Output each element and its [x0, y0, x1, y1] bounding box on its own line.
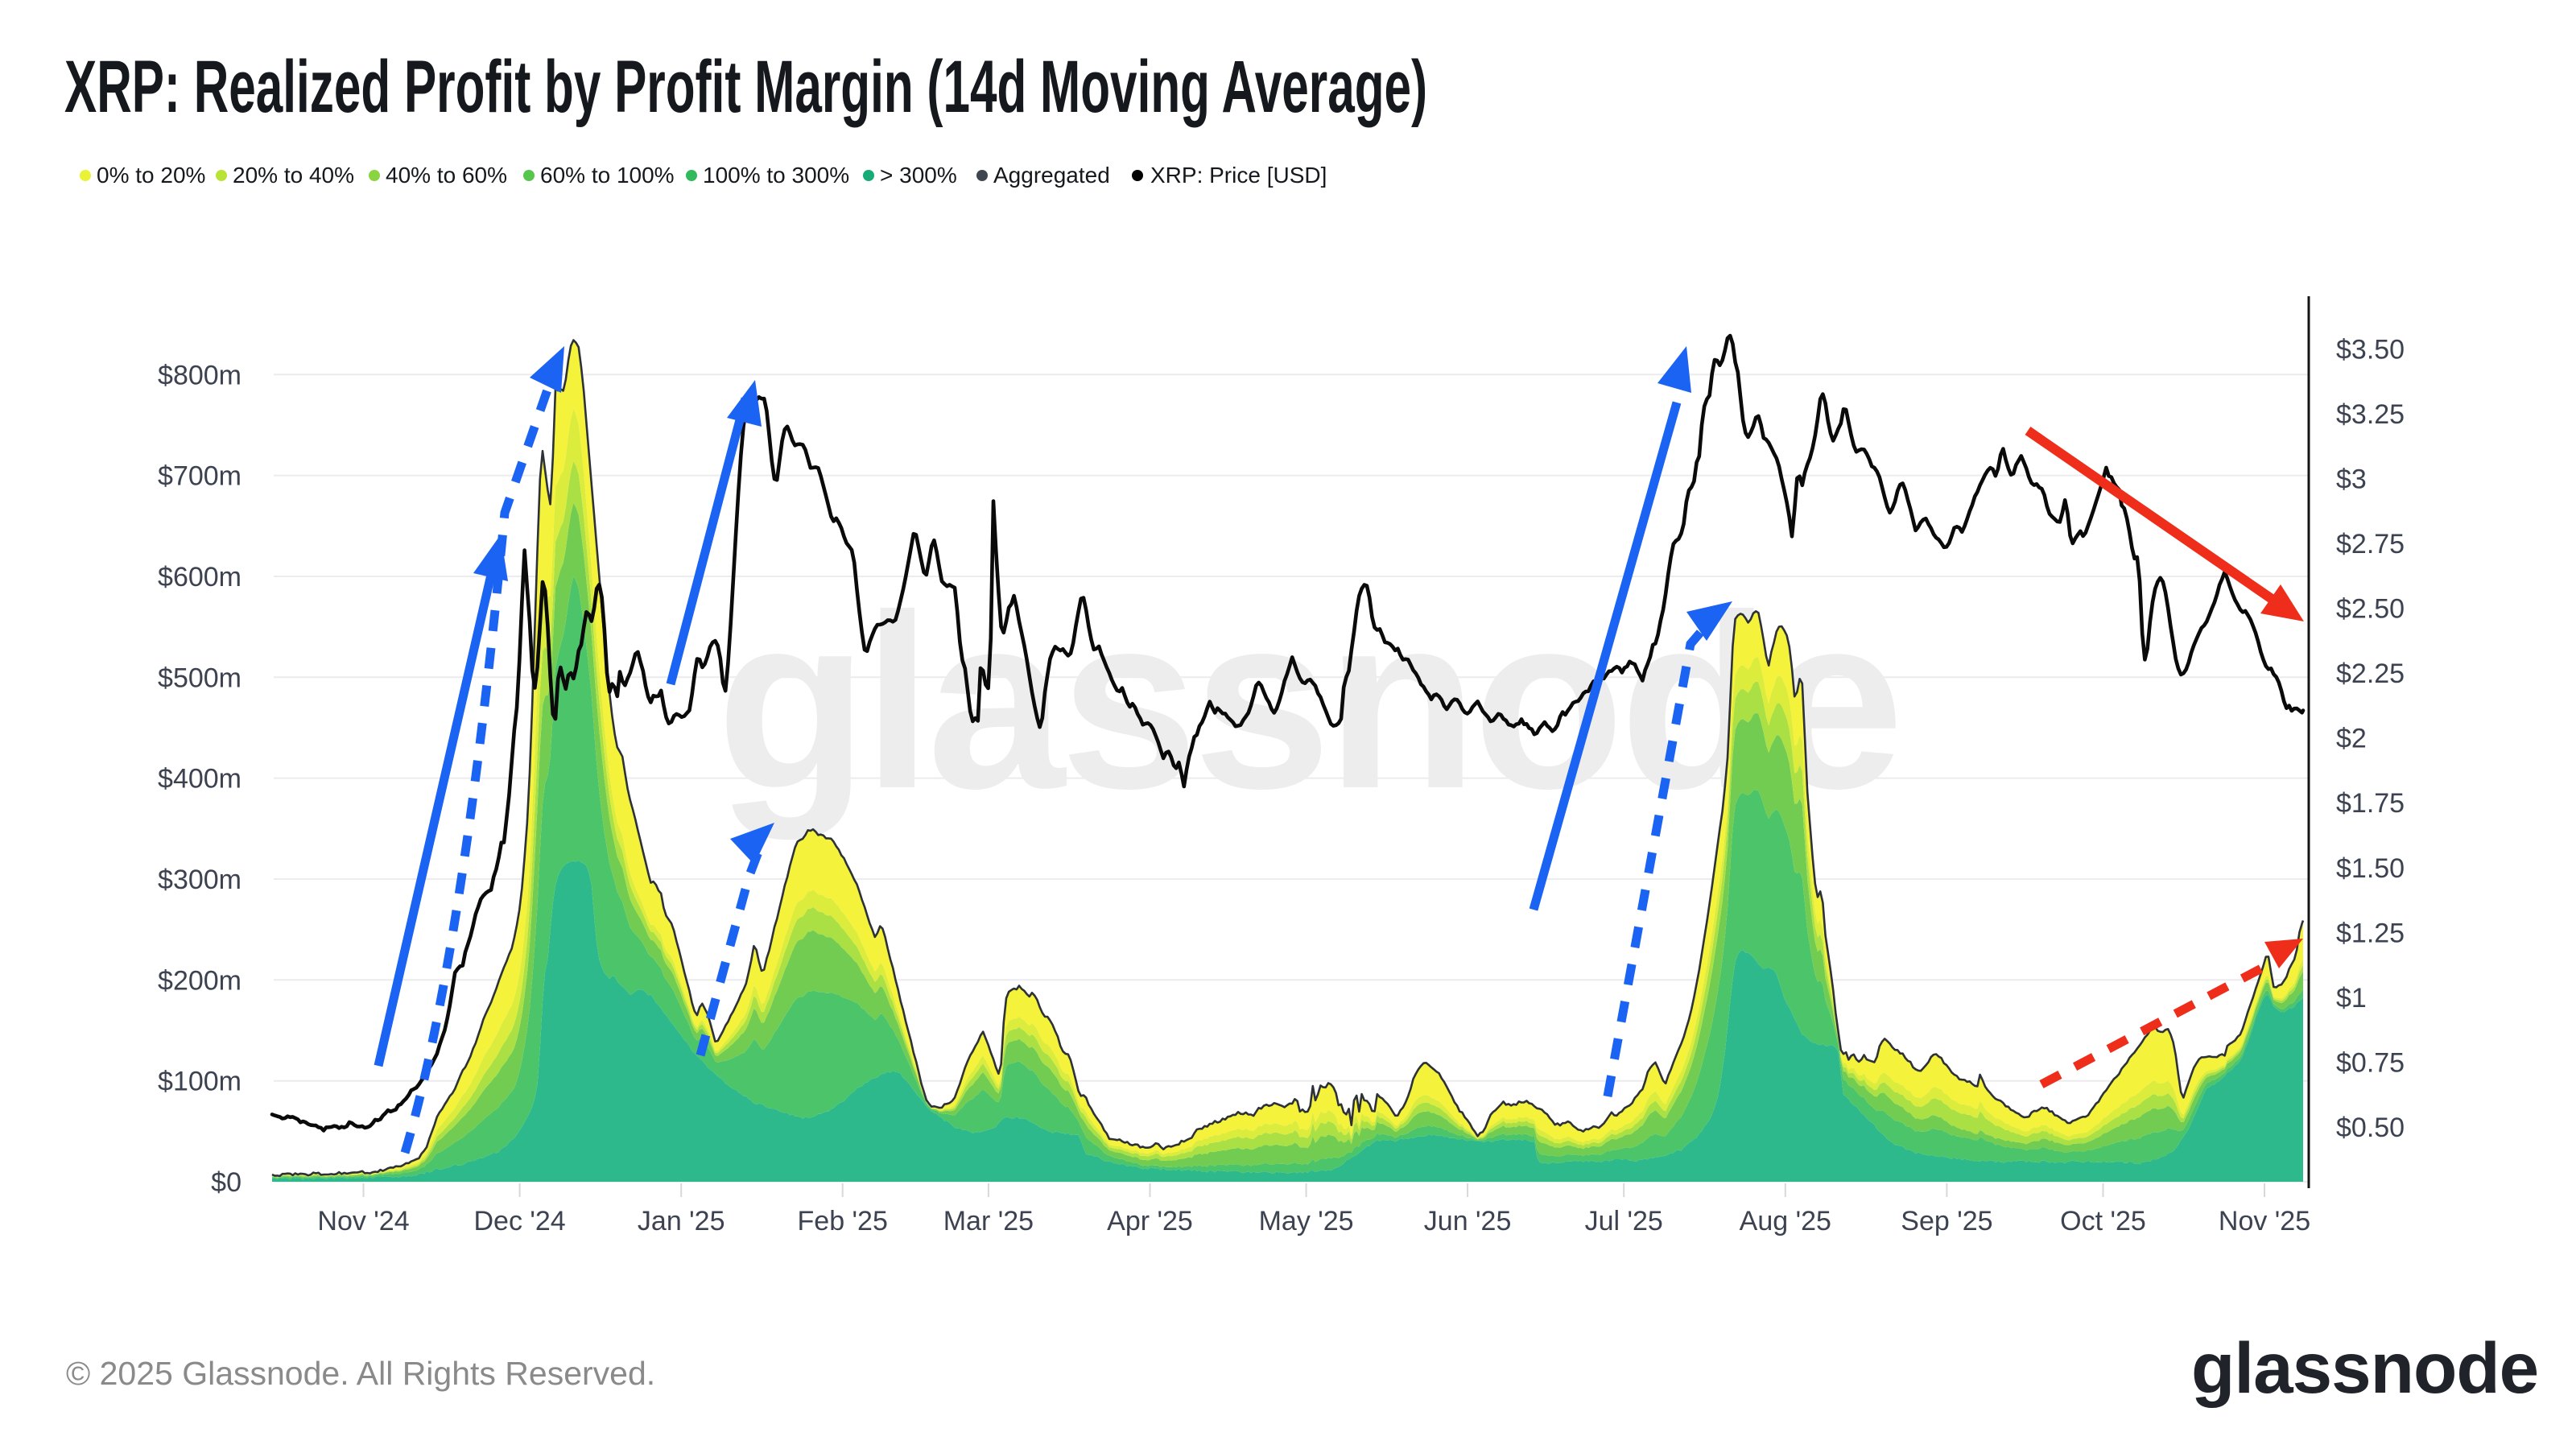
- svg-text:Oct '25: Oct '25: [2060, 1206, 2146, 1236]
- svg-text:$200m: $200m: [158, 965, 242, 996]
- svg-text:$0.50: $0.50: [2336, 1113, 2405, 1143]
- svg-text:$1: $1: [2336, 983, 2367, 1013]
- svg-text:Dec '24: Dec '24: [473, 1206, 565, 1236]
- svg-text:$2.50: $2.50: [2336, 594, 2405, 625]
- svg-text:Apr '25: Apr '25: [1107, 1206, 1193, 1236]
- svg-text:$400m: $400m: [158, 764, 242, 795]
- svg-text:Sep '25: Sep '25: [1901, 1206, 1992, 1236]
- svg-text:$800m: $800m: [158, 360, 242, 390]
- svg-text:Jun '25: Jun '25: [1424, 1206, 1512, 1236]
- svg-text:$2.75: $2.75: [2336, 529, 2405, 559]
- svg-text:$3.25: $3.25: [2336, 399, 2405, 430]
- svg-text:$0.75: $0.75: [2336, 1048, 2405, 1079]
- svg-text:$3: $3: [2336, 464, 2367, 495]
- svg-text:$700m: $700m: [158, 461, 242, 492]
- svg-text:Nov '25: Nov '25: [2219, 1206, 2310, 1236]
- svg-text:$2.25: $2.25: [2336, 658, 2405, 689]
- svg-text:$100m: $100m: [158, 1067, 242, 1097]
- svg-text:Mar '25: Mar '25: [943, 1206, 1034, 1236]
- svg-text:Nov '24: Nov '24: [317, 1206, 409, 1236]
- svg-text:Jul '25: Jul '25: [1585, 1206, 1663, 1236]
- svg-text:$1.50: $1.50: [2336, 853, 2405, 884]
- svg-text:$1.75: $1.75: [2336, 788, 2405, 819]
- svg-text:Aug '25: Aug '25: [1740, 1206, 1831, 1236]
- svg-text:May '25: May '25: [1259, 1206, 1354, 1236]
- svg-text:$600m: $600m: [158, 562, 242, 592]
- svg-text:Jan '25: Jan '25: [638, 1206, 725, 1236]
- svg-text:Feb '25: Feb '25: [798, 1206, 888, 1236]
- svg-text:$500m: $500m: [158, 663, 242, 693]
- svg-text:$300m: $300m: [158, 865, 242, 895]
- svg-text:$3.50: $3.50: [2336, 334, 2405, 365]
- svg-text:$0: $0: [211, 1167, 242, 1198]
- svg-text:$1.25: $1.25: [2336, 918, 2405, 948]
- svg-text:$2: $2: [2336, 724, 2367, 754]
